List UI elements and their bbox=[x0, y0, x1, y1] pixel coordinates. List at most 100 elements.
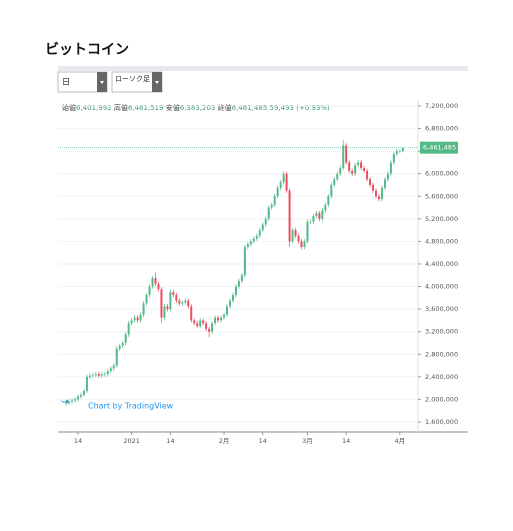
candle-body bbox=[363, 168, 366, 171]
candle-body bbox=[398, 151, 401, 152]
candle-body bbox=[386, 173, 389, 180]
candle-body bbox=[187, 300, 190, 307]
candle-body bbox=[133, 317, 136, 321]
candle-body bbox=[297, 235, 300, 242]
y-tick-label: 4,800,000 bbox=[425, 237, 458, 245]
candle-body bbox=[240, 275, 243, 281]
candle-body bbox=[342, 145, 345, 169]
x-tick-label: 14 bbox=[166, 437, 174, 445]
candle-body bbox=[226, 306, 228, 315]
y-tick-label: 5,600,000 bbox=[425, 192, 458, 200]
candle-body bbox=[217, 317, 220, 321]
candle-body bbox=[351, 170, 354, 174]
y-tick-label: 3,200,000 bbox=[425, 328, 458, 336]
candle-body bbox=[383, 179, 386, 188]
candle-body bbox=[237, 280, 240, 287]
candle-body bbox=[288, 190, 291, 242]
candle-body bbox=[234, 286, 237, 296]
candle-body bbox=[166, 306, 169, 310]
candle-body bbox=[163, 306, 166, 318]
candle-body bbox=[205, 323, 208, 329]
candle-body bbox=[88, 375, 91, 377]
y-tick-label: 6,000,000 bbox=[425, 170, 458, 178]
candle-body bbox=[199, 320, 202, 327]
candle-body bbox=[231, 295, 234, 301]
candle-body bbox=[252, 238, 255, 242]
candle-body bbox=[223, 314, 226, 318]
y-tick-label: 4,000,000 bbox=[425, 283, 458, 291]
candle-body bbox=[82, 390, 85, 395]
candle-body bbox=[348, 162, 351, 171]
candle-body bbox=[65, 402, 68, 404]
info-value: 6,461,519 bbox=[128, 104, 164, 112]
candle-body bbox=[228, 300, 231, 307]
candle-body bbox=[369, 179, 372, 185]
candle-body bbox=[97, 374, 100, 376]
candle-body bbox=[243, 247, 246, 276]
candle-body bbox=[79, 394, 82, 397]
candle-body bbox=[220, 317, 223, 321]
ohlc-info: 始値6,401,992 高値6,461,519 安値6,383,203 終値6,… bbox=[62, 103, 330, 112]
candle-body bbox=[377, 196, 380, 200]
x-tick-label: 3月 bbox=[302, 437, 313, 445]
candle-body bbox=[366, 170, 369, 180]
info-value: 6,401,992 bbox=[76, 104, 112, 112]
candle-body bbox=[184, 300, 187, 303]
candle-body bbox=[77, 396, 79, 400]
candle-body bbox=[178, 300, 181, 304]
info-value: 6,383,203 bbox=[180, 104, 216, 112]
candle-body bbox=[282, 173, 285, 183]
candle-body bbox=[395, 151, 398, 154]
candle-body bbox=[354, 165, 357, 174]
candle-body bbox=[100, 374, 103, 376]
candle-body bbox=[121, 342, 124, 346]
candle-body bbox=[255, 235, 258, 239]
candle-body bbox=[196, 323, 199, 327]
candle-body bbox=[157, 283, 160, 290]
toolbar-band bbox=[58, 66, 468, 71]
interval-label: 日 bbox=[62, 78, 70, 87]
candle-body bbox=[202, 320, 205, 324]
candle-body bbox=[276, 187, 279, 197]
y-tick-label: 7,200,000 bbox=[425, 102, 458, 110]
candle-body bbox=[190, 306, 193, 321]
candle-body bbox=[306, 221, 309, 242]
candle-body bbox=[315, 213, 318, 217]
candle-body bbox=[345, 145, 348, 163]
candle-body bbox=[285, 173, 288, 191]
candle-body bbox=[130, 320, 133, 324]
candle-body bbox=[380, 187, 383, 200]
x-tick-label: 14 bbox=[259, 437, 267, 445]
candle-body bbox=[214, 317, 217, 324]
candle-body bbox=[294, 230, 297, 236]
y-tick-label: 3,600,000 bbox=[425, 305, 458, 313]
x-tick-label: 14 bbox=[342, 437, 350, 445]
info-value: 6,461,485 bbox=[232, 104, 268, 112]
info-label: 始値 bbox=[62, 103, 76, 112]
last-price-label: 6,461,485 bbox=[423, 144, 456, 152]
candle-body bbox=[303, 241, 306, 248]
last-price-tag bbox=[420, 141, 458, 154]
candle-body bbox=[360, 162, 363, 169]
candle-body bbox=[324, 204, 327, 211]
candle-body bbox=[91, 375, 94, 376]
candle-body bbox=[193, 320, 196, 324]
candle-body bbox=[169, 292, 172, 310]
candle-body bbox=[115, 348, 118, 366]
style-label: ローソク足 bbox=[115, 75, 150, 83]
candle-body bbox=[392, 153, 395, 163]
candle-body bbox=[68, 401, 71, 403]
info-change: 59,493 (+0.93%) bbox=[270, 104, 331, 112]
candle-body bbox=[401, 147, 404, 152]
candle-body bbox=[124, 334, 127, 343]
y-tick-label: 2,800,000 bbox=[425, 350, 458, 358]
candle-body bbox=[312, 216, 315, 222]
candle-body bbox=[85, 376, 88, 391]
candle-body bbox=[175, 295, 178, 301]
watermark[interactable]: Chart by TradingView bbox=[88, 402, 174, 411]
candle-body bbox=[318, 213, 321, 219]
candle-body bbox=[136, 317, 139, 321]
candle-body bbox=[279, 182, 282, 188]
candle-body bbox=[375, 190, 377, 197]
